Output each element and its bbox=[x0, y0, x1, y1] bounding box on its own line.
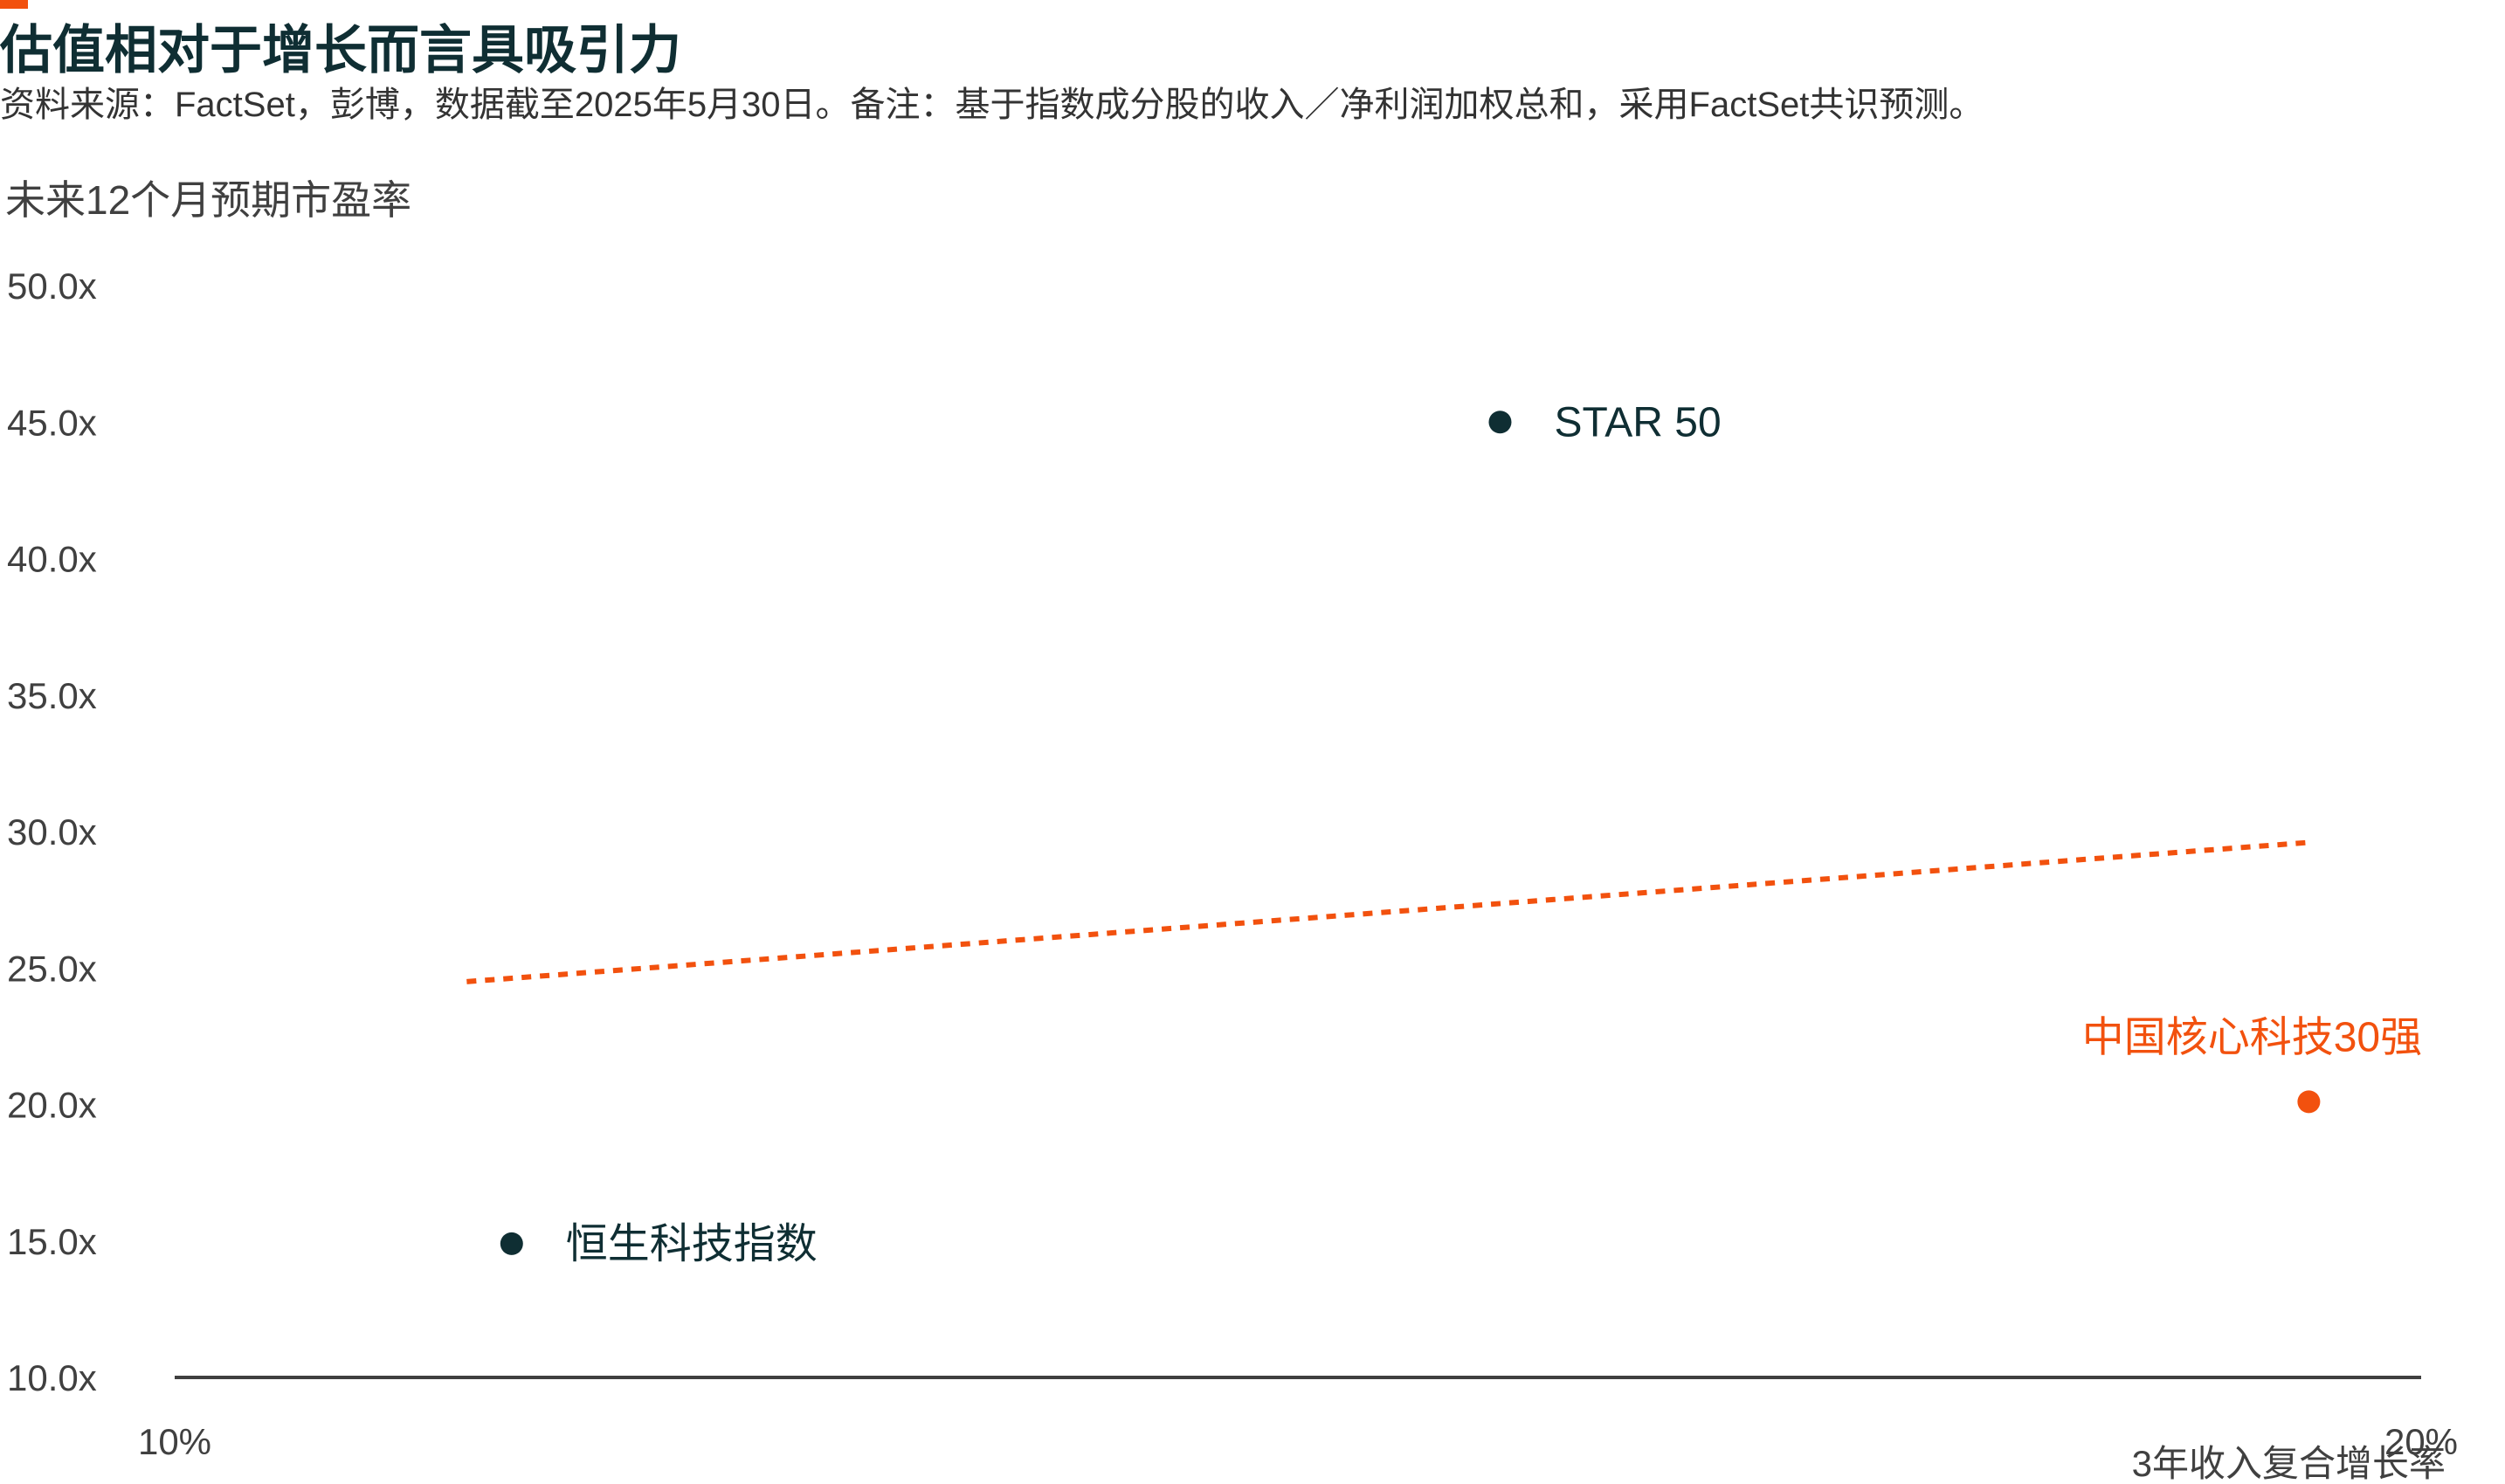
x-tick-label: 10% bbox=[138, 1421, 211, 1462]
y-tick-label: 15.0x bbox=[7, 1221, 97, 1262]
y-tick-label: 10.0x bbox=[7, 1357, 97, 1398]
x-axis-label: 3年收入复合增长率 bbox=[2131, 1443, 2446, 1484]
x-tick-labels: 10% 20% bbox=[138, 1421, 2458, 1462]
accent-bar bbox=[0, 0, 28, 9]
data-point bbox=[500, 1232, 523, 1255]
y-tick-label: 20.0x bbox=[7, 1085, 97, 1126]
y-tick-label: 35.0x bbox=[7, 675, 97, 716]
data-points: STAR 50 恒生科技指数 中国核心科技30强 bbox=[500, 399, 2422, 1267]
y-tick-label: 30.0x bbox=[7, 811, 97, 852]
data-point bbox=[2297, 1090, 2321, 1114]
data-point bbox=[1488, 411, 1512, 434]
data-point-label: STAR 50 bbox=[1554, 399, 1721, 445]
y-tick-label: 50.0x bbox=[7, 266, 97, 307]
y-axis-label: 未来12个月预期市盈率 bbox=[5, 177, 412, 223]
y-tick-label: 45.0x bbox=[7, 402, 97, 443]
y-tick-label: 25.0x bbox=[7, 948, 97, 989]
data-point-label: 中国核心科技30强 bbox=[2082, 1014, 2422, 1060]
trendline bbox=[466, 839, 2309, 984]
chart-subtitle: 资料来源：FactSet，彭博，数据截至2025年5月30日。备注：基于指数成分… bbox=[0, 86, 1984, 124]
chart-title: 估值相对于增长而言具吸引力 bbox=[0, 21, 681, 79]
data-point-label: 恒生科技指数 bbox=[566, 1221, 818, 1267]
x-tick-label: 20% bbox=[2384, 1421, 2458, 1462]
y-tick-label: 40.0x bbox=[7, 539, 97, 580]
y-tick-labels: 50.0x 45.0x 40.0x 35.0x 30.0x 25.0x 20.0x 15.0x… bbox=[7, 266, 97, 1398]
